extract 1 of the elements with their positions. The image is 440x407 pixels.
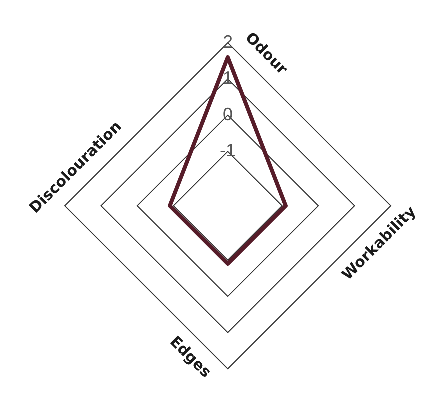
y-tick-label: -1 [220,140,236,161]
